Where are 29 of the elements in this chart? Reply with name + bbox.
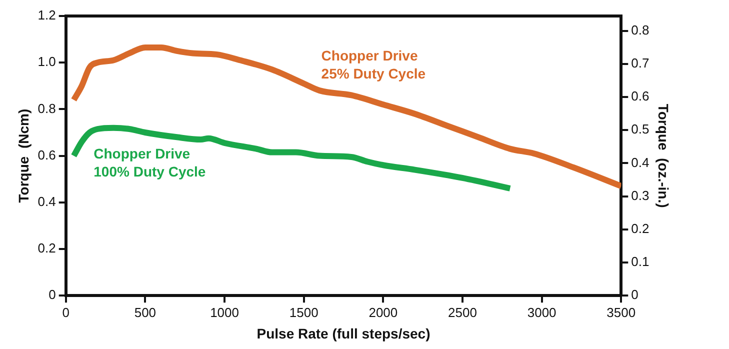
y-tick-label: 0.6 [38, 147, 56, 162]
y2-tick-label: 0 [631, 287, 638, 302]
series-label: Chopper Drive 25% Duty Cycle [321, 47, 426, 82]
y2-tick-label: 0.6 [631, 88, 650, 104]
x-tick-label: 0 [62, 304, 70, 320]
x-tick-label: 2000 [368, 304, 398, 320]
x-tick-label: 2500 [448, 304, 477, 320]
x-tick-label: 1000 [210, 304, 239, 320]
x-tick-label: 1500 [289, 304, 318, 320]
y-axis-title: Torque (Ncm) [15, 108, 32, 203]
y2-tick-label: 0.2 [631, 221, 650, 236]
y2-tick-label: 0.1 [631, 254, 650, 270]
y2-tick-label: 0.8 [631, 22, 650, 38]
x-axis-title: Pulse Rate (full steps/sec) [256, 325, 430, 342]
x-tick-label: 3000 [527, 304, 556, 320]
y-tick-label: 1.0 [38, 54, 56, 70]
series-label: Chopper Drive 100% Duty Cycle [94, 145, 206, 180]
y2-tick-label: 0.5 [631, 122, 650, 137]
y-tick-label: 0.4 [38, 194, 56, 209]
y-tick-label: 0.8 [38, 100, 56, 116]
y-tick-label: 0.2 [38, 240, 56, 256]
x-tick-label: 3500 [606, 304, 636, 320]
y2-tick-label: 0.7 [631, 56, 650, 71]
y2-tick-label: 0.4 [631, 154, 650, 170]
x-tick-label: 500 [134, 304, 156, 320]
y2-axis-title: Torque (oz.-in.) [656, 104, 672, 208]
y2-tick-label: 0.3 [631, 188, 650, 203]
y-tick-label: 1.2 [38, 8, 56, 23]
y-tick-label: 0 [48, 287, 56, 302]
